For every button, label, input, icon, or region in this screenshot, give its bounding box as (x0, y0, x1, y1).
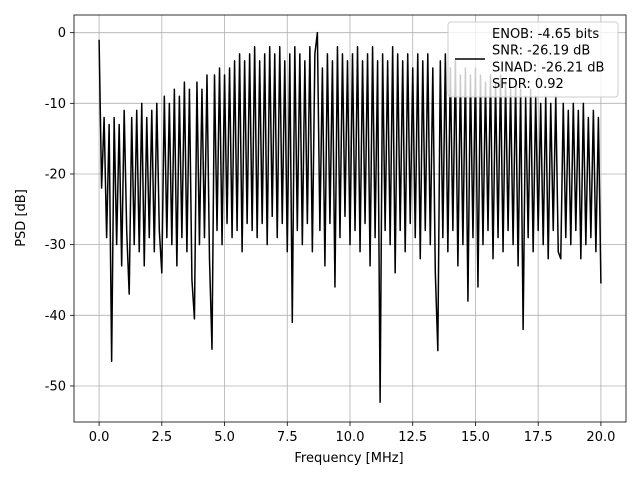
x-tick-label: 17.5 (524, 430, 553, 445)
y-axis-label: PSD [dB] (14, 189, 29, 247)
y-tick-label: 0 (58, 26, 66, 41)
x-tick-label: 0.0 (89, 430, 110, 445)
series-line (98, 31, 602, 403)
y-tick-label: -30 (45, 238, 66, 253)
y-tick-label: -10 (45, 97, 66, 112)
x-tick-label: 15.0 (461, 430, 490, 445)
y-tick-label: -20 (45, 167, 66, 182)
plot-frame (73, 14, 627, 423)
x-tick-label: 5.0 (214, 430, 235, 445)
x-tick-label: 2.5 (151, 430, 172, 445)
x-axis-label: Frequency [MHz] (294, 451, 403, 466)
y-tick-label: -50 (45, 379, 66, 394)
legend-label: ENOB: -4.65 bits SNR: -26.19 dB SINAD: -26… (492, 27, 604, 92)
x-tick-label: 20.0 (586, 430, 615, 445)
legend-box (447, 21, 619, 98)
x-tick-label: 12.5 (398, 430, 427, 445)
x-tick-label: 10.0 (336, 430, 365, 445)
y-tick-label: -40 (45, 309, 66, 324)
x-tick-label: 7.5 (277, 430, 298, 445)
